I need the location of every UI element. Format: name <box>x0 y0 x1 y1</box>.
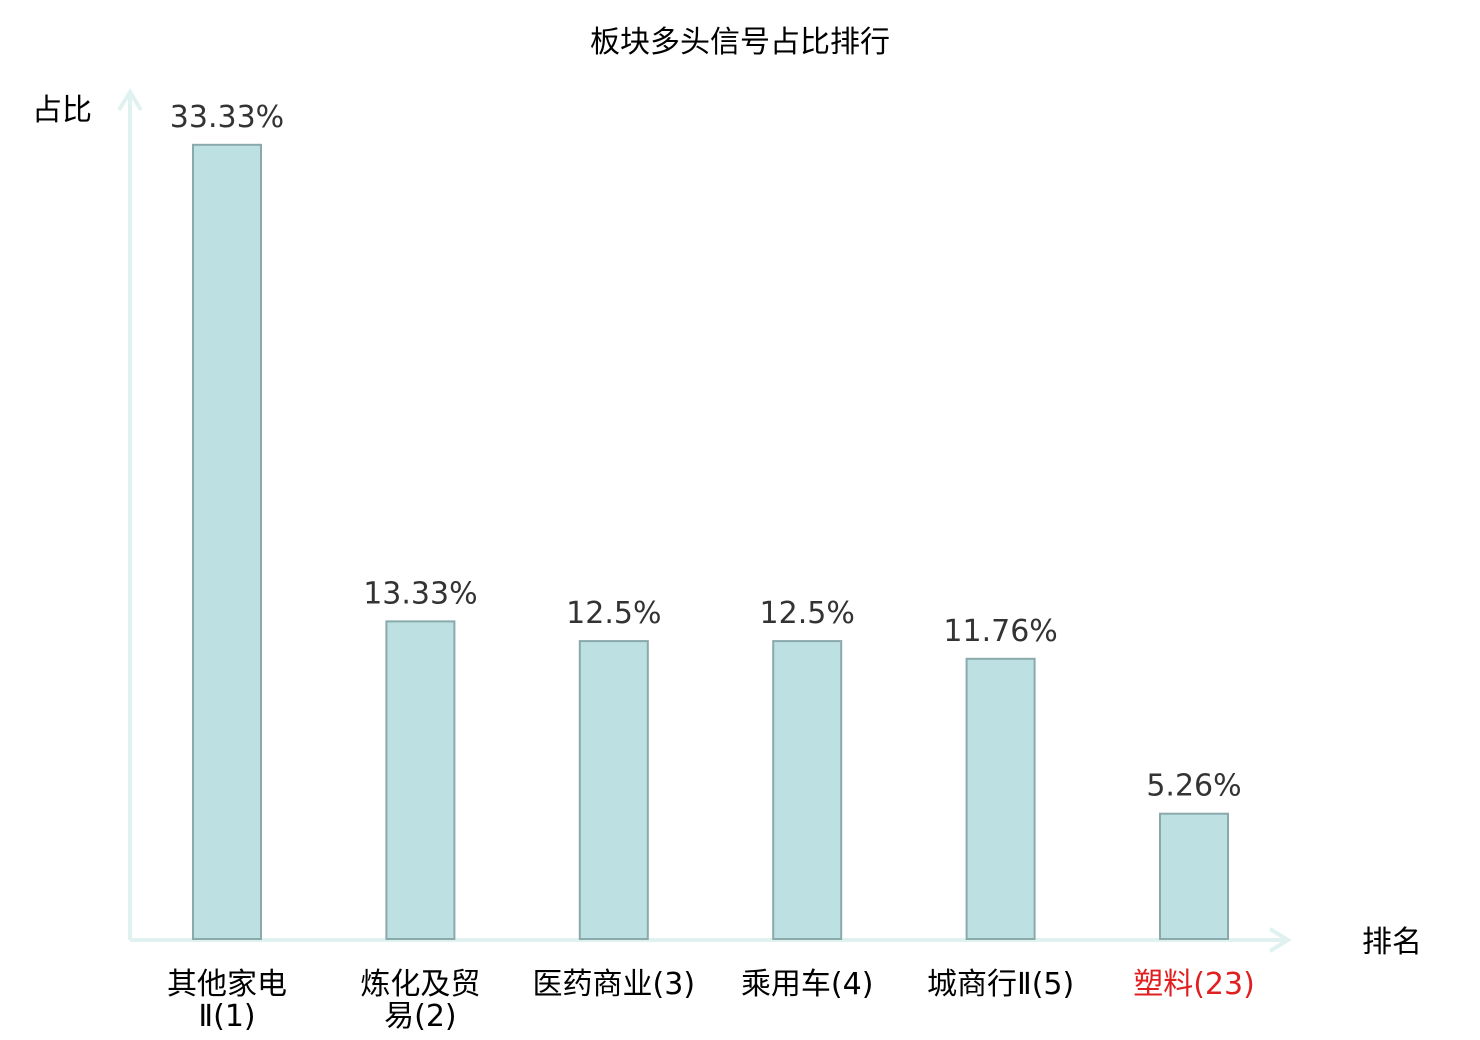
category-tick-label: 医药商业(3) <box>533 967 696 1002</box>
bar-value-label: 33.33% <box>170 100 284 135</box>
bar <box>772 640 843 940</box>
chart-title: 板块多头信号占比排行 <box>590 25 890 60</box>
y-axis-title: 占比 <box>32 93 92 128</box>
y-axis-arrow <box>117 88 143 112</box>
category-tick-label: 塑料(23) <box>1133 967 1255 1002</box>
bar-value-label: 13.33% <box>363 576 477 611</box>
bar <box>578 640 649 940</box>
category-tick-label: 城商行Ⅱ(5) <box>927 967 1074 1002</box>
category-labels: 其他家电 Ⅱ(1) 炼化及贸易(2) 医药商业(3) 乘用车(4) 城商行Ⅱ(5) 塑料(2… <box>167 967 1255 1034</box>
bar-value-label: 11.76% <box>943 614 1057 649</box>
bar <box>1159 812 1229 941</box>
y-axis: 占比 <box>32 88 143 940</box>
bar-value-label: 12.5% <box>760 596 855 631</box>
value-labels: 33.33% 13.33% 12.5% 12.5% 11.76% 5.26% <box>170 100 1242 804</box>
bar <box>385 620 456 941</box>
x-axis-arrow <box>1268 927 1292 953</box>
bar <box>965 657 1036 940</box>
bar <box>192 143 262 941</box>
bar-value-label: 12.5% <box>566 596 661 631</box>
category-tick-label: 炼化及贸易(2) <box>360 967 480 1034</box>
x-axis: 排名 <box>130 925 1422 960</box>
x-axis-title: 排名 <box>1362 925 1422 960</box>
category-tick-label: 其他家电 Ⅱ(1) <box>167 967 287 1034</box>
category-tick-label: 乘用车(4) <box>741 967 874 1002</box>
bar-value-label: 5.26% <box>1146 769 1241 804</box>
bars <box>192 143 1229 941</box>
